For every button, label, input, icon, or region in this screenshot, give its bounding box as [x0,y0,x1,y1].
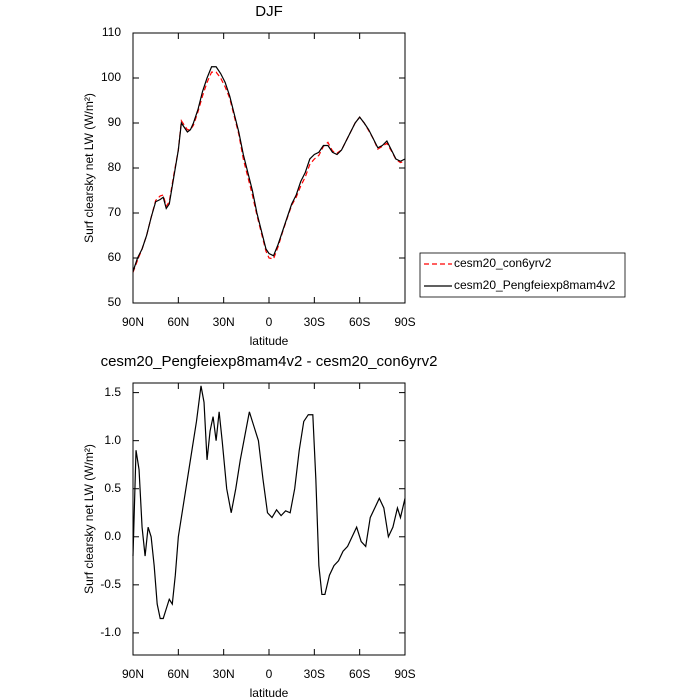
x-tick-label: 30N [213,667,235,681]
x-tick-label: 0 [266,667,273,681]
legend-label: cesm20_con6yrv2 [454,256,552,270]
x-tick-label: 60S [349,667,370,681]
data-line [132,385,406,620]
y-tick-label: 0.0 [104,529,121,543]
x-tick-label: 60N [167,667,189,681]
plot-frame [132,32,406,304]
y-tick-label: 0.5 [104,481,121,495]
plot-frame [132,382,406,656]
data-line [132,66,406,272]
x-tick-label: 30N [213,315,235,329]
chart-title: cesm20_Pengfeiexp8mam4v2 - cesm20_con6yr… [101,353,438,370]
legend-label: cesm20_Pengfeiexp8mam4v2 [454,278,616,292]
x-tick-label: 90S [394,315,415,329]
data-line [132,71,406,273]
y-tick-label: 110 [102,25,121,39]
x-tick-label: 90N [122,667,144,681]
y-tick-label: 1.0 [104,433,121,447]
chart-title: DJF [255,3,283,20]
y-tick-label: 1.5 [104,385,121,399]
y-tick-label: 70 [108,205,122,219]
y-tick-label: 90 [108,115,122,129]
legend-box [419,252,626,298]
x-tick-label: 90N [122,315,144,329]
x-axis-label: latitude [250,334,289,348]
x-tick-label: 60N [167,315,189,329]
x-tick-label: 60S [349,315,370,329]
x-tick-label: 90S [394,667,415,681]
x-tick-label: 0 [266,315,273,329]
y-tick-label: 80 [108,160,122,174]
y-axis-label: Surf clearsky net LW (W/m²) [82,444,96,594]
x-tick-label: 30S [304,667,325,681]
y-tick-label: 100 [101,70,121,84]
y-tick-label: -0.5 [100,577,121,591]
y-axis-label: Surf clearsky net LW (W/m²) [82,93,96,243]
y-tick-label: 50 [108,295,122,309]
y-tick-label: -1.0 [100,625,121,639]
x-axis-label: latitude [250,686,289,700]
x-tick-label: 30S [304,315,325,329]
y-tick-label: 60 [108,250,122,264]
